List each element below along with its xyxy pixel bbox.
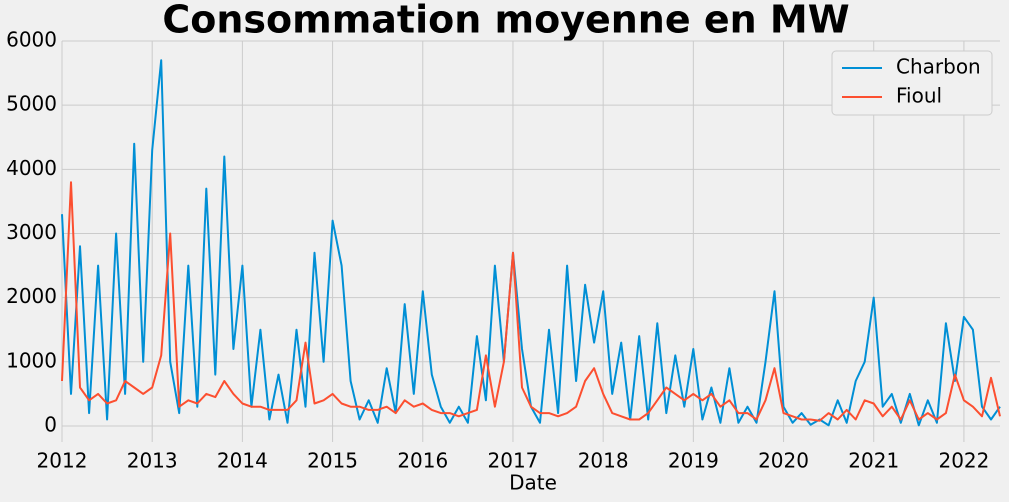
x-axis-label: Date xyxy=(509,471,557,495)
x-tick-label: 2016 xyxy=(397,449,448,473)
x-tick-label: 2018 xyxy=(578,449,629,473)
y-tick-label: 0 xyxy=(44,412,57,436)
line-series xyxy=(61,181,1001,422)
x-tick-label: 2013 xyxy=(127,449,178,473)
x-tick-label: 2019 xyxy=(668,449,719,473)
x-tick-label: 2017 xyxy=(488,449,539,473)
chart-title: Consommation moyenne en MW xyxy=(162,0,849,42)
x-tick-label: 2015 xyxy=(307,449,358,473)
x-tick-label: 2020 xyxy=(758,449,809,473)
x-tick-label: 2014 xyxy=(217,449,268,473)
x-tick-label: 2022 xyxy=(938,449,989,473)
legend-label: Fioul xyxy=(896,84,942,108)
y-tick-label: 4000 xyxy=(6,156,57,180)
x-tick-label: 2012 xyxy=(37,449,88,473)
y-tick-label: 5000 xyxy=(6,92,57,116)
legend-label: Charbon xyxy=(896,55,981,79)
y-tick-label: 2000 xyxy=(6,284,57,308)
y-tick-label: 3000 xyxy=(6,220,57,244)
x-tick-label: 2021 xyxy=(848,449,899,473)
y-tick-label: 1000 xyxy=(6,348,57,372)
y-tick-label: 6000 xyxy=(6,28,57,52)
